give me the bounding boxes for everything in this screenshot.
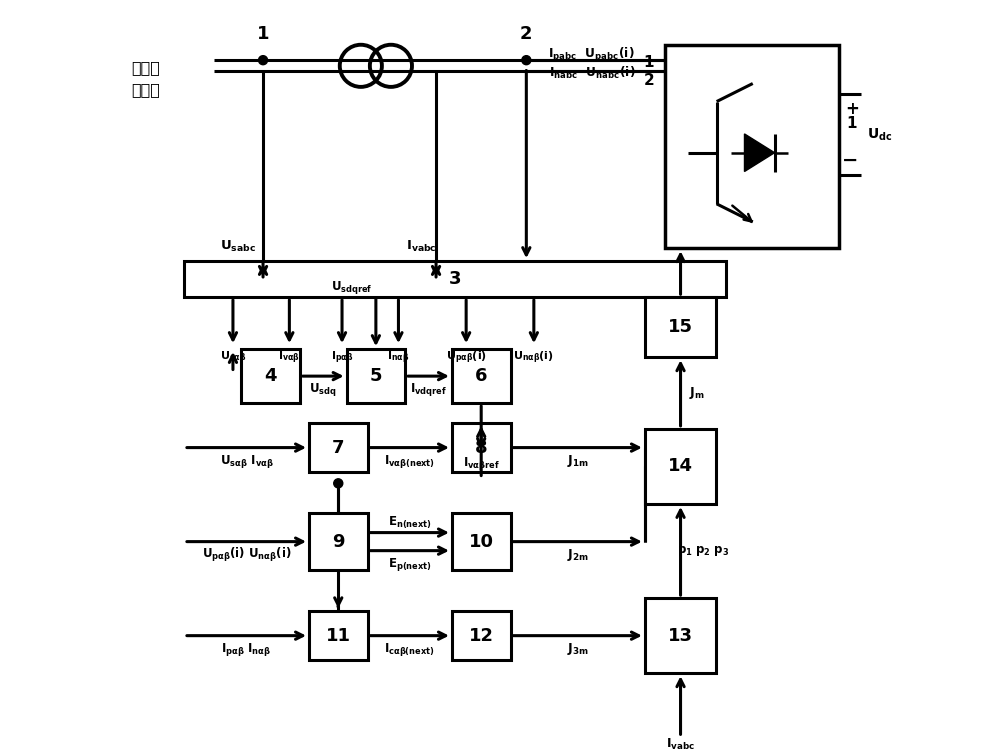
Text: $\mathbf{U_{sdq}}$: $\mathbf{U_{sdq}}$ bbox=[309, 382, 337, 398]
Text: $\mathbf{E_{n(next)}}$: $\mathbf{E_{n(next)}}$ bbox=[388, 515, 432, 531]
Circle shape bbox=[522, 56, 531, 65]
Text: $\mathbf{U_{p\alpha\beta}(i)}$: $\mathbf{U_{p\alpha\beta}(i)}$ bbox=[446, 349, 487, 366]
Polygon shape bbox=[744, 134, 775, 171]
Bar bbox=[645, 598, 716, 673]
Bar bbox=[347, 349, 405, 403]
Text: $\mathbf{U_{sabc}}$: $\mathbf{U_{sabc}}$ bbox=[220, 239, 256, 254]
Text: 1: 1 bbox=[847, 115, 857, 130]
Text: 海上交
流电网: 海上交 流电网 bbox=[131, 60, 160, 97]
Bar bbox=[452, 513, 511, 570]
Text: +: + bbox=[845, 100, 859, 118]
Bar bbox=[452, 611, 511, 660]
Text: 1: 1 bbox=[257, 25, 269, 43]
Text: 2: 2 bbox=[644, 73, 654, 88]
Text: $\mathbf{p_1\ p_2\ p_3}$: $\mathbf{p_1\ p_2\ p_3}$ bbox=[677, 544, 729, 558]
Text: $\mathbf{J_m}$: $\mathbf{J_m}$ bbox=[689, 385, 705, 401]
Text: $\mathbf{E_{p(next)}}$: $\mathbf{E_{p(next)}}$ bbox=[388, 556, 432, 573]
Bar bbox=[665, 45, 839, 248]
Text: $\mathbf{U_{p\alpha\beta}(i)}$ $\mathbf{U_{n\alpha\beta}(i)}$: $\mathbf{U_{p\alpha\beta}(i)}$ $\mathbf{… bbox=[202, 546, 291, 564]
Text: $\mathbf{U_{s\alpha\beta}}$: $\mathbf{U_{s\alpha\beta}}$ bbox=[220, 349, 246, 366]
Text: $\mathbf{U_{dc}}$: $\mathbf{U_{dc}}$ bbox=[867, 127, 893, 143]
Text: 1: 1 bbox=[644, 55, 654, 70]
Text: $\mathbf{J_{1m}}$: $\mathbf{J_{1m}}$ bbox=[567, 453, 589, 469]
Text: 15: 15 bbox=[668, 318, 693, 336]
Bar bbox=[452, 349, 511, 403]
Text: 12: 12 bbox=[469, 627, 494, 645]
Text: $\mathbf{U_{sdqref}}$: $\mathbf{U_{sdqref}}$ bbox=[331, 279, 373, 296]
Bar bbox=[309, 611, 368, 660]
Text: 14: 14 bbox=[668, 458, 693, 476]
Text: $\mathbf{J_{2m}}$: $\mathbf{J_{2m}}$ bbox=[567, 547, 589, 563]
Text: $\mathbf{I_{v\alpha\beta}}$: $\mathbf{I_{v\alpha\beta}}$ bbox=[278, 349, 300, 366]
Text: 13: 13 bbox=[668, 627, 693, 645]
Text: $\mathbf{I_{vabc}}$: $\mathbf{I_{vabc}}$ bbox=[406, 239, 436, 254]
Text: $\mathbf{I_{pabc}}$  $\mathbf{U_{pabc}(i)}$: $\mathbf{I_{pabc}}$ $\mathbf{U_{pabc}(i)… bbox=[548, 46, 635, 64]
Circle shape bbox=[259, 56, 268, 65]
Text: $\mathbf{I_{p\alpha\beta}}$ $\mathbf{I_{n\alpha\beta}}$: $\mathbf{I_{p\alpha\beta}}$ $\mathbf{I_{… bbox=[221, 641, 271, 657]
Text: 10: 10 bbox=[469, 532, 494, 550]
Text: 6: 6 bbox=[475, 367, 487, 385]
Text: $\mathbf{U_{n\alpha\beta}(i)}$: $\mathbf{U_{n\alpha\beta}(i)}$ bbox=[513, 349, 554, 366]
Bar bbox=[309, 423, 368, 472]
Text: $\mathbf{I_{nabc}}$  $\mathbf{U_{nabc}(i)}$: $\mathbf{I_{nabc}}$ $\mathbf{U_{nabc}(i)… bbox=[549, 65, 635, 81]
Text: −: − bbox=[842, 151, 858, 170]
Text: 3: 3 bbox=[449, 270, 461, 288]
Text: $\mathbf{I_{c\alpha\beta(next)}}$: $\mathbf{I_{c\alpha\beta(next)}}$ bbox=[384, 641, 435, 657]
Bar bbox=[241, 349, 300, 403]
Text: 2: 2 bbox=[520, 25, 533, 43]
Text: $\mathbf{I_{vdqref}}$: $\mathbf{I_{vdqref}}$ bbox=[410, 382, 447, 398]
Text: 11: 11 bbox=[326, 627, 351, 645]
Text: $\mathbf{I_{v\alpha\beta(next)}}$: $\mathbf{I_{v\alpha\beta(next)}}$ bbox=[384, 452, 435, 470]
Text: $\mathbf{J_{3m}}$: $\mathbf{J_{3m}}$ bbox=[567, 641, 589, 657]
Bar bbox=[452, 423, 511, 472]
Circle shape bbox=[334, 479, 343, 488]
Text: $\mathbf{I_{n\alpha\beta}}$: $\mathbf{I_{n\alpha\beta}}$ bbox=[387, 349, 410, 366]
Bar bbox=[184, 261, 726, 297]
Bar bbox=[645, 429, 716, 504]
Text: 8: 8 bbox=[475, 439, 488, 457]
Bar bbox=[309, 513, 368, 570]
Text: 5: 5 bbox=[370, 367, 382, 385]
Text: 9: 9 bbox=[332, 532, 345, 550]
Text: $\mathbf{I_{v\alpha\beta ref}}$: $\mathbf{I_{v\alpha\beta ref}}$ bbox=[463, 455, 500, 472]
Text: 4: 4 bbox=[264, 367, 277, 385]
Text: $\mathbf{I_{vabc}}$: $\mathbf{I_{vabc}}$ bbox=[666, 737, 695, 752]
Text: $\mathbf{I_{p\alpha\beta}}$: $\mathbf{I_{p\alpha\beta}}$ bbox=[331, 349, 353, 366]
Bar bbox=[645, 297, 716, 357]
Text: $\mathbf{U_{s\alpha\beta}}$ $\mathbf{I_{v\alpha\beta}}$: $\mathbf{U_{s\alpha\beta}}$ $\mathbf{I_{… bbox=[220, 452, 273, 470]
Text: 7: 7 bbox=[332, 439, 345, 457]
